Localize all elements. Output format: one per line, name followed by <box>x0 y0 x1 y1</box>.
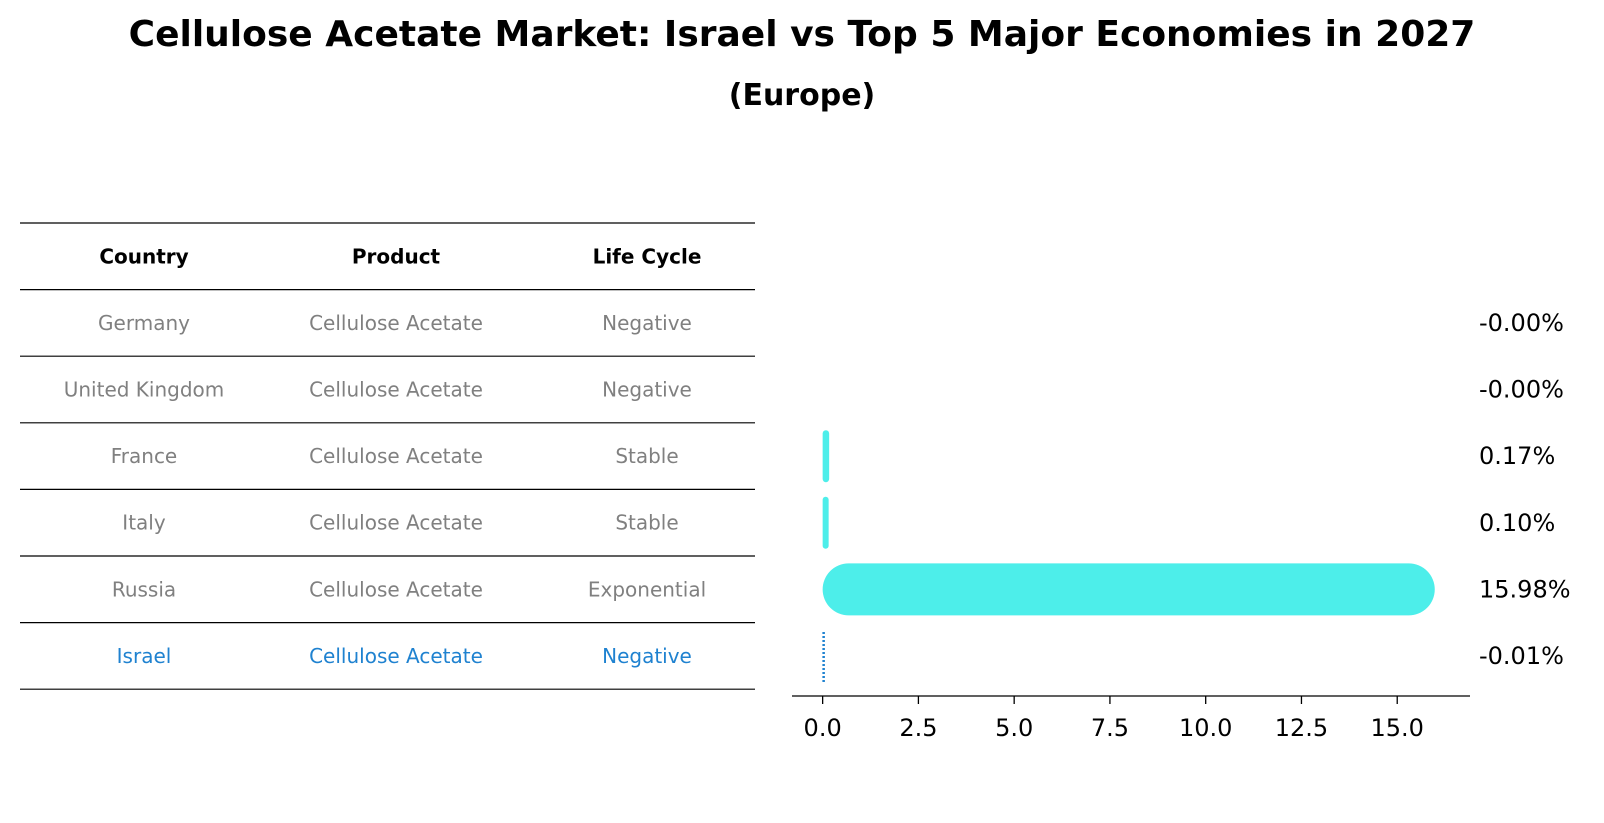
bar-russia <box>822 563 1435 616</box>
table-cell: Negative <box>602 644 692 668</box>
x-tick-label: 12.5 <box>1275 714 1328 742</box>
table-cell: Negative <box>602 378 692 402</box>
table-cell: Russia <box>112 577 176 601</box>
table-header-country: Country <box>99 244 188 268</box>
table-cell: Cellulose Acetate <box>309 444 483 468</box>
table-cell: Cellulose Acetate <box>309 311 483 335</box>
value-label: 0.10% <box>1479 509 1555 537</box>
chart-subtitle: (Europe) <box>728 78 876 113</box>
table-cell: Italy <box>122 511 166 535</box>
x-tick-label: 2.5 <box>899 714 937 742</box>
table-header-life-cycle: Life Cycle <box>593 244 702 268</box>
x-tick-label: 0.0 <box>804 714 842 742</box>
table-cell: Cellulose Acetate <box>309 644 483 668</box>
value-label: 15.98% <box>1479 575 1571 603</box>
table-cell: Germany <box>98 311 190 335</box>
table-cell: United Kingdom <box>64 378 225 402</box>
value-label: -0.01% <box>1479 642 1564 670</box>
x-tick-label: 7.5 <box>1091 714 1129 742</box>
value-label: -0.00% <box>1479 376 1564 404</box>
x-tick-label: 15.0 <box>1371 714 1424 742</box>
bar-france <box>822 430 830 483</box>
table-cell: Stable <box>615 511 678 535</box>
x-tick-label: 10.0 <box>1179 714 1232 742</box>
bar-italy <box>822 496 829 549</box>
table-cell: France <box>111 444 178 468</box>
table-cell: Stable <box>615 444 678 468</box>
x-tick-label: 5.0 <box>995 714 1033 742</box>
table-cell: Cellulose Acetate <box>309 577 483 601</box>
table-cell: Cellulose Acetate <box>309 511 483 535</box>
table-cell: Israel <box>117 644 172 668</box>
value-label: -0.00% <box>1479 309 1564 337</box>
table-cell: Cellulose Acetate <box>309 378 483 402</box>
data-table: Country Product Life Cycle Germany Cellulose… <box>20 222 755 690</box>
value-label: 0.17% <box>1479 442 1555 470</box>
chart-title: Cellulose Acetate Market: Israel vs Top … <box>128 14 1476 55</box>
table-cell: Negative <box>602 311 692 335</box>
table-cell: Exponential <box>588 577 706 601</box>
table-header-product: Product <box>352 244 441 268</box>
